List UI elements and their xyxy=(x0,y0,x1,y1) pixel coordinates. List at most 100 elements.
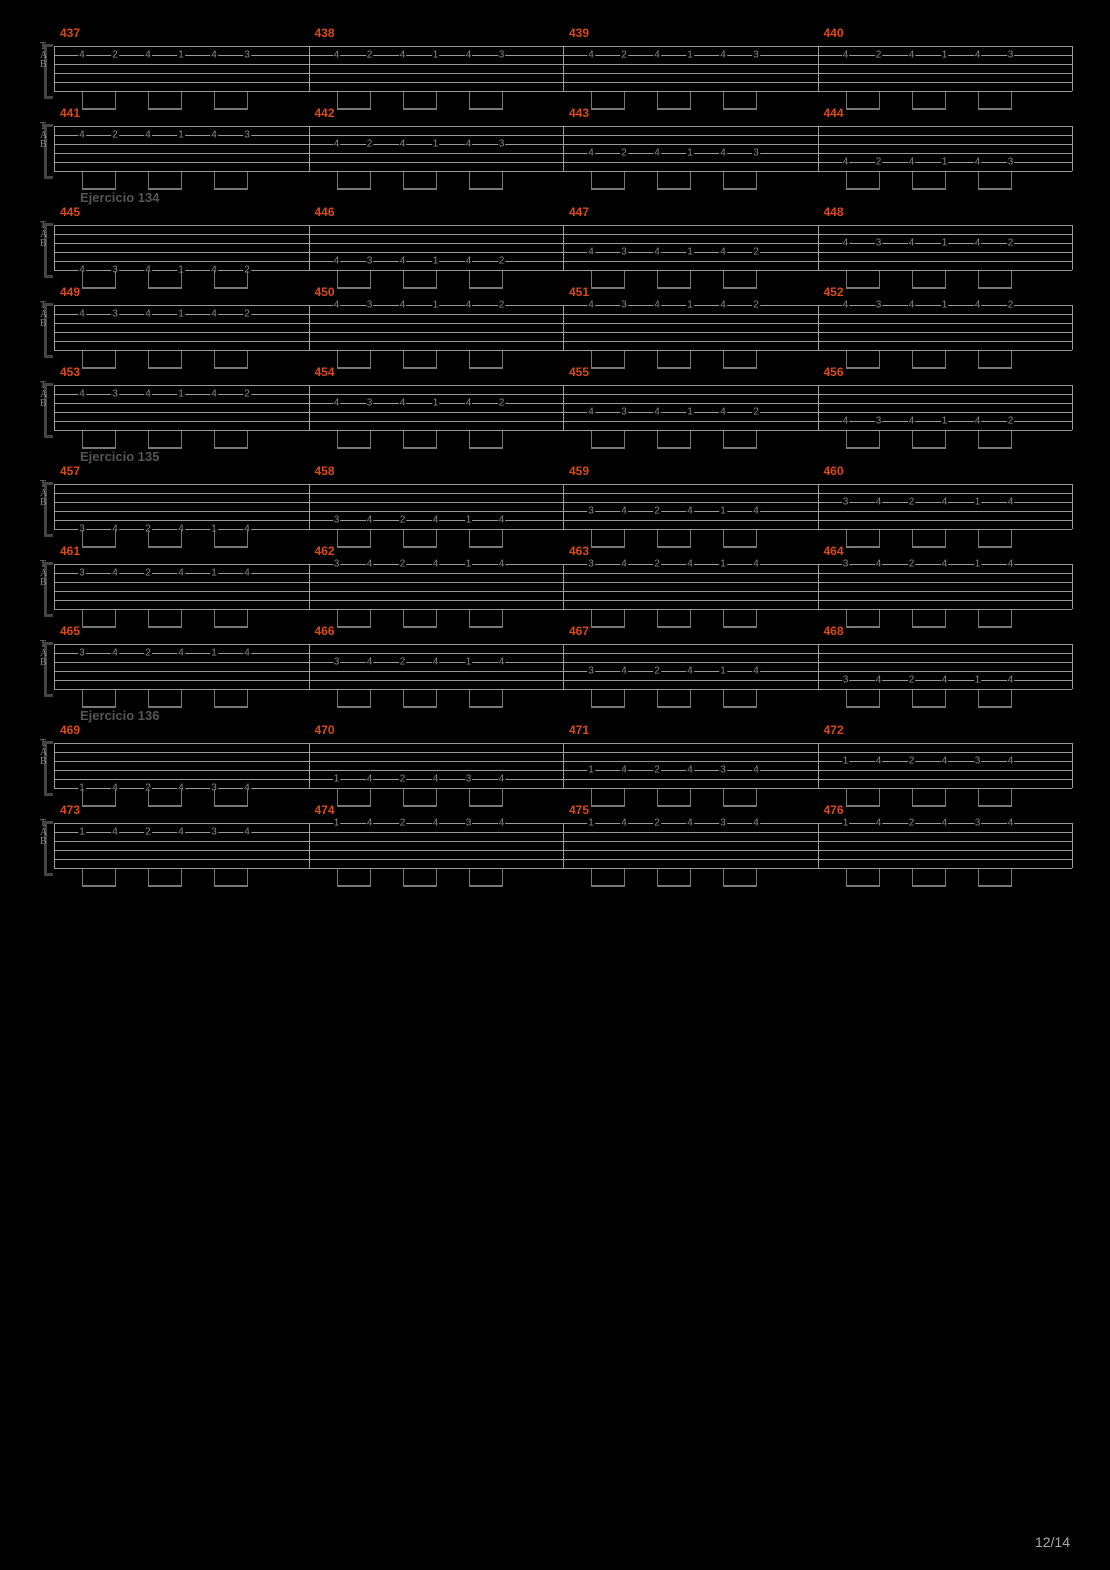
note-stem xyxy=(879,789,880,805)
note-stem xyxy=(879,610,880,626)
fret-number: 2 xyxy=(1007,300,1015,311)
fret-number: 4 xyxy=(333,256,341,267)
note-stem xyxy=(82,610,83,626)
tab-page: 437438439440TAB4241434241434241434241434… xyxy=(0,0,1110,1570)
note-stem xyxy=(657,351,658,367)
fret-number: 3 xyxy=(243,130,251,141)
fret-number: 4 xyxy=(908,300,916,311)
note-stem xyxy=(214,869,215,885)
note-stem xyxy=(690,530,691,546)
note-stem xyxy=(723,92,724,108)
note-stem xyxy=(690,789,691,805)
note-stem xyxy=(978,431,979,447)
note-stem xyxy=(723,431,724,447)
fret-number: 1 xyxy=(941,238,949,249)
fret-number: 3 xyxy=(587,666,595,677)
note-stem xyxy=(469,610,470,626)
beam xyxy=(978,188,1012,190)
fret-number: 4 xyxy=(875,559,883,570)
note-stem xyxy=(690,690,691,706)
fret-number: 2 xyxy=(653,506,661,517)
note-stem xyxy=(502,172,503,188)
fret-number: 3 xyxy=(1007,157,1015,168)
note-stem xyxy=(756,530,757,546)
note-stem xyxy=(436,690,437,706)
fret-number: 2 xyxy=(1007,416,1015,427)
barline xyxy=(1072,385,1073,430)
fret-number: 2 xyxy=(908,756,916,767)
fret-number: 1 xyxy=(941,416,949,427)
fret-number: 1 xyxy=(177,130,185,141)
note-stem xyxy=(436,869,437,885)
beam xyxy=(591,706,625,708)
note-stem xyxy=(912,690,913,706)
fret-number: 4 xyxy=(653,148,661,159)
note-stem xyxy=(846,172,847,188)
note-stem xyxy=(337,789,338,805)
fret-number: 4 xyxy=(177,648,185,659)
note-stem xyxy=(657,92,658,108)
note-stem xyxy=(591,92,592,108)
beam xyxy=(148,885,182,887)
note-stem xyxy=(912,869,913,885)
fret-number: 4 xyxy=(752,818,760,829)
beam xyxy=(591,885,625,887)
stem-layer xyxy=(54,869,1072,893)
fret-number: 1 xyxy=(686,50,694,61)
beam xyxy=(591,188,625,190)
note-stem xyxy=(879,431,880,447)
fret-number: 1 xyxy=(432,50,440,61)
fret-number: 4 xyxy=(1007,559,1015,570)
note-stem xyxy=(978,869,979,885)
note-stem xyxy=(591,172,592,188)
note-stem xyxy=(403,690,404,706)
fret-number: 2 xyxy=(399,515,407,526)
note-stem xyxy=(846,92,847,108)
note-stem xyxy=(756,431,757,447)
fret-number: 4 xyxy=(498,559,506,570)
fret-number: 3 xyxy=(719,765,727,776)
note-stem xyxy=(148,172,149,188)
fret-number: 4 xyxy=(587,407,595,418)
fret-number: 3 xyxy=(78,568,86,579)
note-stem xyxy=(879,690,880,706)
fret-number: 1 xyxy=(210,648,218,659)
note-stem xyxy=(115,869,116,885)
fret-number: 3 xyxy=(620,247,628,258)
note-stem xyxy=(115,530,116,546)
note-stem xyxy=(403,271,404,287)
note-stem xyxy=(469,271,470,287)
note-stem xyxy=(115,351,116,367)
fret-number: 4 xyxy=(210,389,218,400)
note-stem xyxy=(591,610,592,626)
note-stem xyxy=(912,431,913,447)
fret-number: 2 xyxy=(653,818,661,829)
fret-number: 2 xyxy=(653,666,661,677)
note-stem xyxy=(879,869,880,885)
beam xyxy=(912,188,946,190)
note-stem xyxy=(912,172,913,188)
beam xyxy=(469,706,503,708)
note-stem xyxy=(337,530,338,546)
note-stem xyxy=(115,431,116,447)
note-stem xyxy=(436,610,437,626)
note-stem xyxy=(115,271,116,287)
fret-number: 4 xyxy=(620,765,628,776)
fret-layer: 434142434142434142434142 xyxy=(54,225,1072,270)
note-stem xyxy=(978,92,979,108)
note-stem xyxy=(846,271,847,287)
fret-number: 3 xyxy=(974,818,982,829)
note-stem xyxy=(657,610,658,626)
tab-staff: TAB342414342414342414342414 xyxy=(42,548,1072,608)
note-stem xyxy=(115,690,116,706)
note-stem xyxy=(403,869,404,885)
fret-number: 4 xyxy=(908,238,916,249)
note-stem xyxy=(591,431,592,447)
note-stem xyxy=(181,869,182,885)
fret-number: 4 xyxy=(366,657,374,668)
fret-number: 4 xyxy=(842,416,850,427)
barline xyxy=(1072,305,1073,350)
tab-clef: TAB xyxy=(40,640,47,667)
fret-number: 4 xyxy=(974,238,982,249)
fret-number: 2 xyxy=(144,827,152,838)
